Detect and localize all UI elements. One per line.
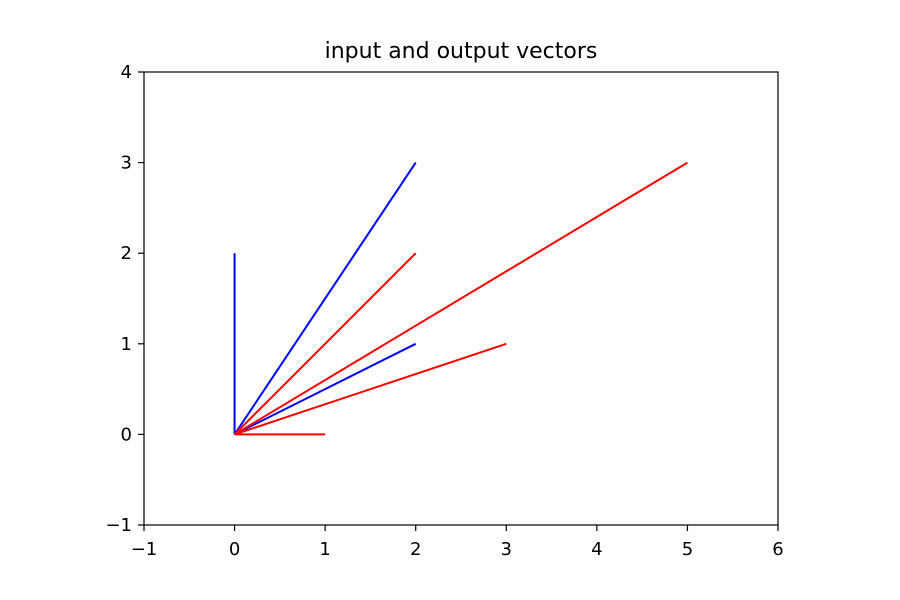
data-layer xyxy=(233,161,688,436)
x-tick-label: 1 xyxy=(319,539,330,560)
y-axis: −1 0 1 2 3 4 xyxy=(105,62,144,536)
x-tick-label: 5 xyxy=(682,539,693,560)
x-tick-label: 3 xyxy=(501,539,512,560)
y-tick-label: −1 xyxy=(105,515,132,536)
x-tick-label: 2 xyxy=(410,539,421,560)
vector-0-2 xyxy=(234,342,417,436)
vector-1-1 xyxy=(234,161,688,436)
y-tick-label: 1 xyxy=(121,334,132,355)
vector-1-0 xyxy=(233,252,417,436)
chart-title: input and output vectors xyxy=(325,39,598,64)
series-1 xyxy=(233,161,688,436)
x-tick-label: 0 xyxy=(229,539,240,560)
y-tick-label: 4 xyxy=(121,62,132,83)
plot-frame xyxy=(143,71,779,526)
y-tick-label: 3 xyxy=(121,153,132,174)
x-tick-label: 6 xyxy=(772,539,783,560)
x-axis: −1 0 1 2 3 4 5 6 xyxy=(131,525,784,560)
vector-1-2 xyxy=(234,342,507,436)
y-tick-label: 0 xyxy=(121,424,132,445)
series-0 xyxy=(233,162,417,436)
y-tick-label: 2 xyxy=(121,243,132,264)
vector-0-1 xyxy=(233,162,417,435)
x-tick-label: −1 xyxy=(131,539,158,560)
x-tick-label: 4 xyxy=(591,539,602,560)
